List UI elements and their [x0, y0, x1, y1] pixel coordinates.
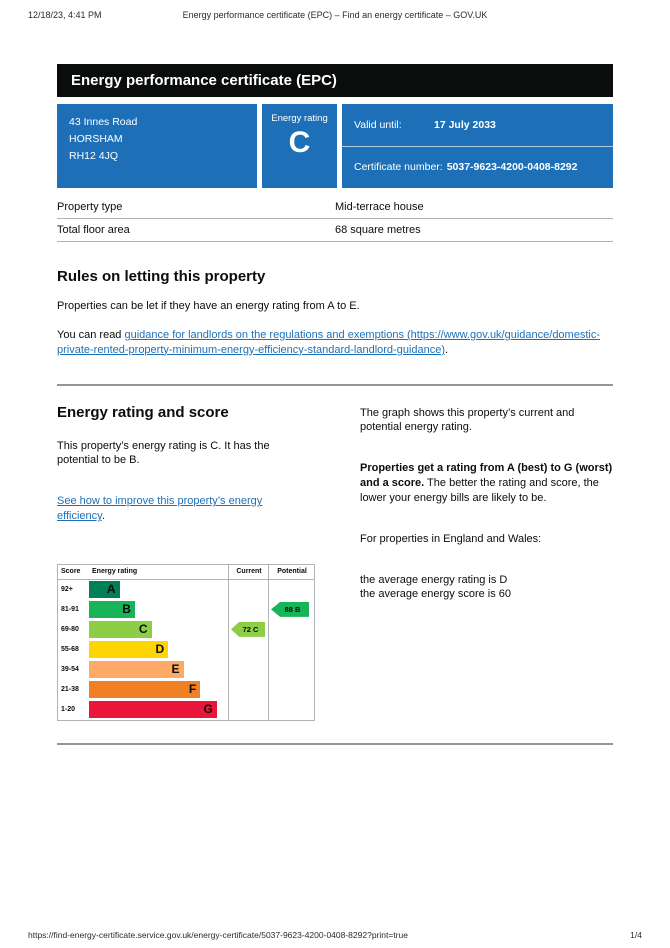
- address-line-1: 43 Innes Road: [69, 116, 138, 128]
- score-range-f: 21-38: [61, 685, 79, 693]
- print-footer: https://find-energy-certificate.service.…: [28, 930, 642, 940]
- improve-link-suffix: .: [101, 510, 105, 523]
- chart-header-rating: Energy rating: [89, 565, 228, 580]
- energy-rating-label: Energy rating: [271, 113, 328, 124]
- floor-area-label: Total floor area: [57, 224, 130, 236]
- landlord-guidance-link[interactable]: guidance for landlords on the regulation…: [57, 328, 600, 356]
- certificate-number-label: Certificate number:: [354, 161, 443, 174]
- rules-guidance-paragraph: You can read guidance for landlords on t…: [57, 328, 613, 358]
- table-row: Total floor area 68 square metres: [57, 219, 613, 242]
- print-page-title: Energy performance certificate (EPC) – F…: [182, 10, 488, 20]
- rating-explainer-bold: Properties get a rating from A (best) to…: [360, 462, 613, 490]
- certificate-content: Energy performance certificate (EPC) 43 …: [57, 64, 613, 745]
- average-score-line: the average energy score is 60: [360, 588, 512, 601]
- rules-paragraph: Properties can be let if they have an en…: [57, 300, 360, 312]
- floor-area-value: 68 square metres: [335, 224, 421, 236]
- band-row-c: C: [89, 620, 228, 640]
- average-rating-line: the average energy rating is D: [360, 573, 508, 586]
- epc-banner: Energy performance certificate (EPC): [57, 64, 613, 97]
- band-row-a: A: [89, 580, 228, 600]
- current-rating-column: 72 C: [228, 579, 268, 720]
- score-range-c: 69-80: [61, 625, 79, 633]
- band-row-f: F: [89, 680, 228, 700]
- print-datetime: 12/18/23, 4:41 PM: [28, 10, 102, 20]
- property-table: Property type Mid-terrace house Total fl…: [57, 196, 613, 242]
- section-divider: [57, 383, 613, 386]
- rating-explainer-rest: The better the rating and score, the low…: [360, 477, 599, 504]
- print-header: 12/18/23, 4:41 PM Energy performance cer…: [28, 10, 642, 20]
- rating-bar-g: G: [89, 700, 217, 718]
- rating-and-score-section: Energy rating and score This property’s …: [57, 386, 613, 721]
- graph-explainer: The graph shows this property’s current …: [360, 406, 575, 434]
- table-row: Property type Mid-terrace house: [57, 196, 613, 219]
- certificate-summary: 43 Innes Road HORSHAM RH12 4JQ Energy ra…: [57, 104, 613, 188]
- certificate-details-box: Valid until: 17 July 2033 Certificate nu…: [342, 104, 613, 188]
- chart-header-current: Current: [228, 564, 268, 580]
- address-line-3: RH12 4JQ: [69, 149, 119, 162]
- address-line-2: HORSHAM: [69, 132, 123, 145]
- improve-efficiency-link[interactable]: See how to improve this property’s energ…: [57, 495, 263, 523]
- rating-explainer: Properties get a rating from A (best) to…: [360, 461, 613, 506]
- energy-rating-value: C: [288, 126, 311, 159]
- score-range-e: 39-54: [61, 665, 79, 673]
- potential-rating-arrow: 88 B: [271, 601, 309, 617]
- property-type-label: Property type: [57, 201, 123, 213]
- score-range-g: 1-20: [61, 705, 76, 713]
- rating-bar-b: B: [89, 600, 135, 618]
- property-address: 43 Innes Road HORSHAM RH12 4JQ: [57, 104, 257, 188]
- score-range-d: 55-68: [61, 645, 79, 653]
- bottom-divider: [57, 742, 613, 745]
- valid-until-label: Valid until:: [354, 118, 402, 131]
- band-row-e: E: [89, 660, 228, 680]
- score-range-b: 81-91: [61, 605, 79, 613]
- property-type-value: Mid-terrace house: [335, 201, 424, 213]
- certificate-number-value: 5037-9623-4200-0408-8292: [446, 161, 578, 174]
- rating-bar-e: E: [89, 660, 184, 678]
- rating-left-column: Energy rating and score This property’s …: [57, 386, 360, 721]
- print-url: https://find-energy-certificate.service.…: [28, 930, 408, 940]
- chart-header-potential: Potential: [268, 564, 314, 580]
- rating-heading: Energy rating and score: [57, 403, 229, 421]
- band-row-b: B: [89, 600, 228, 620]
- potential-rating-column: 88 B: [268, 579, 314, 720]
- rules-heading: Rules on letting this property: [57, 268, 266, 285]
- valid-until-value: 17 July 2033: [434, 118, 496, 131]
- rating-paragraph: This property’s energy rating is C. It h…: [57, 439, 270, 467]
- rating-bar-f: F: [89, 680, 201, 698]
- improve-paragraph: See how to improve this property’s energ…: [57, 494, 307, 524]
- band-row-g: G: [89, 700, 228, 720]
- rating-bar-c: C: [89, 620, 152, 638]
- band-row-d: D: [89, 640, 228, 660]
- rating-bar-a: A: [89, 580, 120, 598]
- print-page-number: 1/4: [630, 930, 642, 940]
- guidance-link-prefix: You can read: [57, 328, 125, 341]
- score-range-a: 92+: [61, 585, 73, 593]
- england-wales-intro: For properties in England and Wales:: [360, 532, 542, 545]
- current-rating-arrow: 72 C: [231, 621, 265, 637]
- averages-block: the average energy rating is D the avera…: [360, 573, 613, 603]
- rating-bar-d: D: [89, 640, 169, 658]
- energy-rating-box: Energy rating C: [262, 104, 337, 188]
- guidance-link-suffix: .: [445, 343, 449, 356]
- chart-header-score: Score: [58, 565, 89, 580]
- rating-right-column: The graph shows this property’s current …: [360, 386, 613, 721]
- page-title: Energy performance certificate (EPC): [71, 72, 337, 89]
- valid-until-row: Valid until: 17 July 2033: [342, 104, 613, 147]
- epc-rating-chart: Score Energy rating Current Potential 92…: [57, 563, 315, 721]
- certificate-number-row: Certificate number: 5037-9623-4200-0408-…: [342, 147, 613, 189]
